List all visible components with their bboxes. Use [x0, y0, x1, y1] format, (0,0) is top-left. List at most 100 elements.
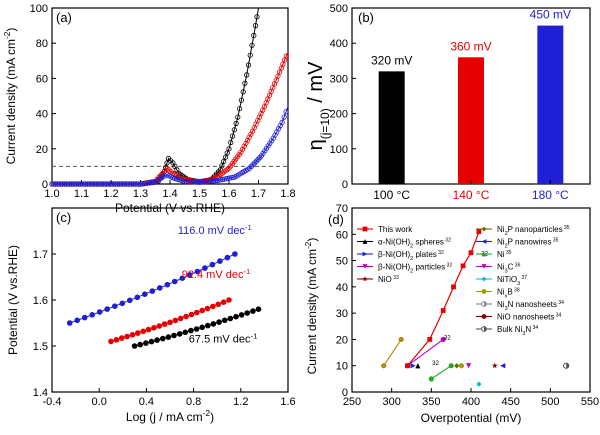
panel-c-data-point — [165, 334, 172, 340]
panel-a-data-point — [107, 181, 114, 187]
panel-c-data-point — [205, 322, 211, 329]
panel-d-legend-marker — [481, 226, 487, 232]
panel-a-data-point — [79, 181, 85, 187]
panel-c-data-point — [151, 325, 157, 331]
panel-a-data-point — [250, 162, 256, 168]
panel-a-data-point — [111, 181, 117, 187]
panel-d-data-point — [500, 363, 506, 369]
panel-a-label: (a) — [56, 10, 72, 25]
panel-c-data-point — [81, 314, 88, 321]
panel-d-data-point — [458, 363, 465, 369]
panel-a-data-point — [130, 181, 136, 187]
panel-d-legend-marker — [481, 314, 487, 319]
panel-a-data-point — [184, 178, 190, 185]
panel-a-data-point — [149, 180, 155, 186]
panel-c-data-point — [118, 335, 125, 341]
panel-b-value-label: 320 mV — [371, 53, 412, 67]
panel-d-ytick-label: 0 — [342, 387, 348, 399]
panel-d-xtick-label: 300 — [382, 396, 400, 408]
panel-a-data-point — [56, 181, 62, 187]
panel-a-data-point — [268, 138, 275, 144]
panel-a-data-point — [207, 178, 213, 184]
panel-b-value-label: 450 mV — [530, 8, 571, 22]
panel-c-data-point — [216, 319, 222, 325]
panel-c-data-point — [127, 297, 133, 304]
panel-c-frame — [51, 207, 289, 393]
panel-a-data-point — [52, 181, 59, 187]
panel-c-data-point — [74, 317, 80, 324]
panel-b-ytick-label: 300 — [330, 73, 348, 85]
panel-c-slope-label: 67.5 mV dec-1 — [189, 331, 258, 346]
panel-a-data-point — [118, 181, 124, 187]
panel-d-series-line — [383, 339, 402, 367]
panel-a-data-point — [61, 181, 68, 187]
panel-d-ref-label: 32 — [432, 361, 439, 367]
panel-c-data-point — [142, 291, 148, 298]
panel-a-data-point — [145, 180, 151, 186]
panel-d-xtick-label: 350 — [422, 396, 440, 408]
panel-a-data-point — [219, 170, 225, 176]
panel-d-legend-marker — [362, 251, 368, 257]
panel-c-data-point — [104, 306, 110, 312]
panel-c-ytick-label: 1.4 — [33, 387, 48, 399]
panel-c-slope-label: 116.0 mV dec-1 — [178, 222, 252, 237]
panel-d-chart: 250 300 350 400 450 500 550 0 10 20 30 40 50 60 70 32 32… — [303, 203, 599, 425]
panel-a-ytick-label: 100 — [30, 3, 48, 15]
panel-a-data-point — [51, 181, 57, 187]
panel-a-data-point — [88, 181, 94, 187]
panel-a-data-point — [123, 181, 129, 187]
panel-a-data-point — [93, 181, 99, 187]
panel-a-xtick-label: 1.7 — [251, 188, 266, 200]
panel-a-data-point — [95, 181, 101, 187]
panel-a-data-point — [185, 179, 191, 185]
panel-a-xtick-label: 1.4 — [162, 188, 177, 200]
panel-a-data-point — [200, 179, 206, 185]
panel-c-data-point — [221, 317, 228, 324]
panel-c-ylabel: Potential (V vs.RHE) — [6, 245, 20, 355]
panel-a-data-point — [237, 106, 243, 112]
panel-d-data-point — [398, 336, 404, 343]
panel-a-ytick-label: 40 — [36, 109, 48, 121]
panel-c-ytick-label: 1.6 — [33, 295, 48, 307]
panel-a-data-point — [229, 133, 236, 139]
panel-a-data-point — [104, 181, 110, 187]
panel-a-data-point — [235, 114, 241, 120]
panel-a-data-point — [245, 62, 252, 68]
panel-a-chart: 0 20 40 60 80 100 1.0 1.1 1.2 1.3 1.4 1.5 1.6 1.7 1.8 (… — [2, 3, 296, 215]
panel-d-legend-label: β-Ni(OH)2 particles 32 — [378, 263, 452, 275]
panel-d-legend-label: Ni2P nanoparticles 35 — [497, 225, 570, 237]
panel-a-xtick-label: 1.3 — [133, 188, 148, 200]
panel-d-legend-label: NiO nanosheets 34 — [497, 313, 562, 322]
panel-c-data-point — [194, 268, 201, 275]
panel-a-data-point — [74, 181, 80, 187]
panel-c-data-point — [250, 308, 256, 314]
panel-a-data-point — [251, 32, 257, 39]
panel-a-xtick-label: 1.5 — [192, 188, 207, 200]
panel-c-data-point — [129, 332, 136, 338]
panel-a-data-point — [147, 180, 153, 186]
panel-c-data-point — [135, 330, 141, 336]
panel-a-data-point — [252, 22, 259, 29]
panel-c-data-point — [145, 326, 152, 333]
panel-a-data-point — [106, 181, 112, 187]
panel-a-ytick-label: 0 — [42, 179, 48, 191]
panel-c-data-point — [217, 258, 223, 264]
panel-d-xtick-label: 550 — [581, 396, 599, 408]
panel-d-data-point — [410, 363, 416, 369]
panel-b-ytick-label: 200 — [330, 109, 348, 121]
panel-a-data-point — [198, 179, 204, 185]
panel-c-xtick-label: 1.6 — [280, 396, 295, 408]
panel-a-data-point — [243, 140, 249, 146]
panel-a-data-point — [136, 181, 142, 187]
panel-d-xtick-label: 500 — [541, 396, 559, 408]
panel-a-data-point — [67, 181, 73, 187]
panel-b-ytick-label: 500 — [330, 3, 348, 15]
panel-d-data-point — [454, 363, 460, 369]
panel-d-legend-marker — [362, 264, 368, 269]
panel-c-xtick-label: 0.4 — [139, 396, 154, 408]
panel-c-data-point — [148, 338, 155, 345]
panel-d-legend-label: Ni2P nanowires 35 — [497, 238, 559, 250]
panel-a-data-point — [187, 179, 193, 185]
panel-d-ytick-label: 60 — [336, 229, 348, 241]
panel-c-data-point — [134, 294, 141, 301]
